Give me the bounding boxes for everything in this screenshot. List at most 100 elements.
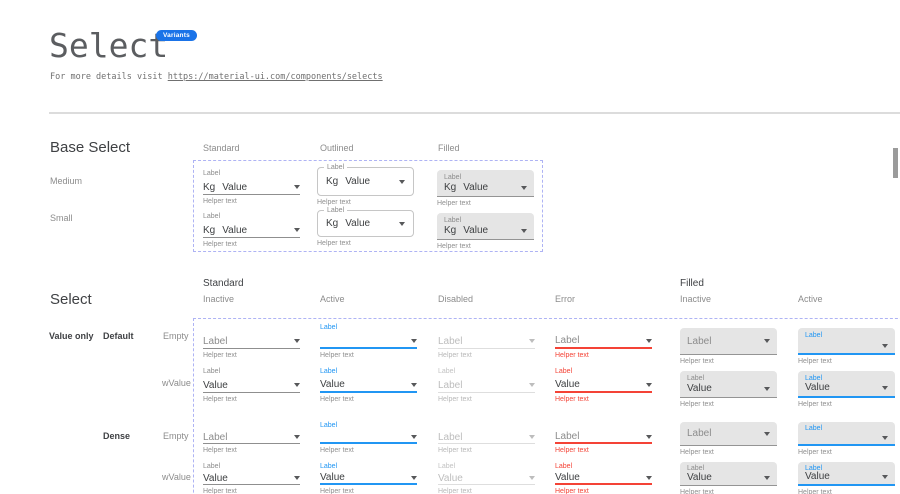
select-control[interactable]: Label Kg Value — [317, 207, 414, 237]
base-select-filled-medium[interactable]: Label Kg Value Helper text — [437, 170, 534, 207]
select-control[interactable]: Label — [555, 334, 652, 349]
select-dense-filled-active-empty[interactable]: Label Helper text — [798, 422, 895, 456]
group-header-filled: Filled — [680, 278, 704, 289]
select-standard-active-wvalue[interactable]: Label Value Helper text — [320, 366, 417, 403]
select-control[interactable]: Value — [320, 378, 417, 393]
dropdown-arrow-icon — [294, 383, 300, 387]
helper-text: Helper text — [555, 396, 589, 403]
row-header-default: Default — [103, 331, 134, 341]
dropdown-arrow-icon — [411, 338, 417, 343]
select-dense-standard-active-wvalue[interactable]: Label Value Helper text — [320, 462, 417, 494]
select-filled-inactive-empty[interactable]: Label Helper text — [680, 328, 777, 365]
helper-text: Helper text — [203, 241, 237, 248]
select-control[interactable]: Value — [203, 378, 300, 393]
select-standard-error-empty[interactable]: Label Helper text — [555, 322, 652, 359]
dropdown-arrow-icon — [646, 475, 652, 480]
field-label: Label — [320, 324, 338, 331]
select-dense-standard-active-empty[interactable]: Label Helper text — [320, 421, 417, 454]
column-header-error: Error — [555, 294, 575, 304]
select-dense-standard-error-empty[interactable]: Label Helper text — [555, 421, 652, 454]
select-control[interactable]: Label — [680, 422, 777, 446]
helper-text: Helper text — [555, 352, 589, 359]
select-control[interactable]: Value — [203, 472, 300, 485]
field-label: Label — [444, 174, 462, 181]
select-control[interactable]: Label Value — [680, 371, 777, 398]
select-control[interactable]: Label — [203, 334, 300, 349]
select-prefix: Kg — [326, 218, 339, 229]
select-dense-filled-inactive-empty[interactable]: Label Helper text — [680, 422, 777, 456]
field-label: Label — [320, 463, 338, 470]
select-standard-error-wvalue[interactable]: Label Value Helper text — [555, 366, 652, 403]
dropdown-arrow-icon — [646, 338, 652, 343]
select-dense-filled-inactive-wvalue[interactable]: Label Value Helper text — [680, 462, 777, 494]
helper-text: Helper text — [203, 396, 237, 403]
select-control[interactable]: Kg Value — [203, 223, 300, 238]
row-header-small: Small — [50, 213, 73, 223]
select-value: Value — [805, 382, 830, 393]
select-control[interactable]: Kg Value — [203, 180, 300, 195]
select-dense-filled-active-wvalue[interactable]: Label Value Helper text — [798, 462, 895, 494]
select-control[interactable]: Label — [798, 422, 895, 446]
helper-text: Helper text — [555, 488, 589, 494]
field-label: Label — [687, 375, 705, 382]
base-select-outlined-medium[interactable]: Label Kg Value Helper text — [317, 163, 414, 206]
dropdown-arrow-icon — [882, 385, 888, 390]
select-control: Value — [438, 472, 535, 485]
dropdown-arrow-icon — [764, 386, 770, 391]
helper-text: Helper text — [798, 449, 832, 456]
helper-text: Helper text — [798, 358, 832, 365]
docs-link[interactable]: https://material-ui.com/components/selec… — [167, 72, 383, 82]
select-control[interactable]: Label Value — [798, 371, 895, 398]
base-select-standard-medium[interactable]: Label Kg Value Helper text — [203, 168, 300, 205]
select-control[interactable]: Label Kg Value — [437, 213, 534, 240]
dropdown-arrow-icon — [411, 434, 417, 439]
select-dense-standard-inactive-empty[interactable]: Label Helper text — [203, 421, 300, 454]
select-dense-standard-disabled-empty: Label Helper text — [438, 421, 535, 454]
select-control[interactable]: Value — [555, 378, 652, 393]
select-control[interactable]: Label Kg Value — [437, 170, 534, 197]
helper-text: Helper text — [680, 489, 714, 494]
helper-text: Helper text — [680, 401, 714, 408]
select-value: Value — [203, 472, 228, 484]
select-control[interactable] — [320, 334, 417, 349]
base-select-filled-small[interactable]: Label Kg Value Helper text — [437, 213, 534, 250]
select-value: Value — [555, 472, 580, 483]
vertical-scrollbar-thumb[interactable] — [893, 148, 898, 178]
base-select-outlined-small[interactable]: Label Kg Value Helper text — [317, 206, 414, 247]
dropdown-arrow-icon — [521, 228, 527, 233]
select-dense-standard-error-wvalue[interactable]: Label Value Helper text — [555, 462, 652, 494]
base-select-heading: Base Select — [50, 139, 131, 156]
field-label: Label — [203, 213, 221, 220]
field-label: Label — [324, 164, 348, 172]
select-control[interactable]: Label — [680, 328, 777, 355]
select-filled-active-wvalue[interactable]: Label Value Helper text — [798, 371, 895, 408]
select-standard-inactive-empty[interactable]: Label Helper text — [203, 322, 300, 359]
select-control[interactable]: Label Value — [798, 462, 895, 486]
group-header-standard: Standard — [203, 278, 244, 289]
base-select-standard-small[interactable]: Label Kg Value Helper text — [203, 211, 300, 248]
select-filled-inactive-wvalue[interactable]: Label Value Helper text — [680, 371, 777, 408]
select-standard-inactive-wvalue[interactable]: Label Value Helper text — [203, 366, 300, 403]
select-control[interactable]: Label — [555, 431, 652, 444]
select-control[interactable]: Label — [798, 328, 895, 355]
select-control[interactable]: Value — [555, 472, 652, 485]
select-filled-active-empty[interactable]: Label Helper text — [798, 328, 895, 365]
select-control[interactable]: Label Kg Value — [317, 164, 414, 196]
helper-text: Helper text — [680, 358, 714, 365]
select-control[interactable] — [320, 431, 417, 444]
select-prefix: Kg — [203, 181, 216, 193]
select-control[interactable]: Label — [203, 431, 300, 444]
field-label: Label — [444, 217, 462, 224]
helper-text: Helper text — [320, 396, 354, 403]
helper-text: Helper text — [438, 352, 472, 359]
field-label: Label — [438, 368, 456, 375]
row-header-wvalue: wValue — [162, 378, 191, 388]
select-placeholder: Label — [438, 431, 463, 443]
dropdown-arrow-icon — [882, 344, 888, 348]
select-standard-active-empty[interactable]: Label Helper text — [320, 322, 417, 359]
column-header-outlined: Outlined — [320, 143, 354, 153]
row-header-value-only: Value only — [49, 331, 94, 341]
select-control[interactable]: Label Value — [680, 462, 777, 486]
select-dense-standard-inactive-wvalue[interactable]: Label Value Helper text — [203, 462, 300, 494]
select-control[interactable]: Value — [320, 472, 417, 485]
